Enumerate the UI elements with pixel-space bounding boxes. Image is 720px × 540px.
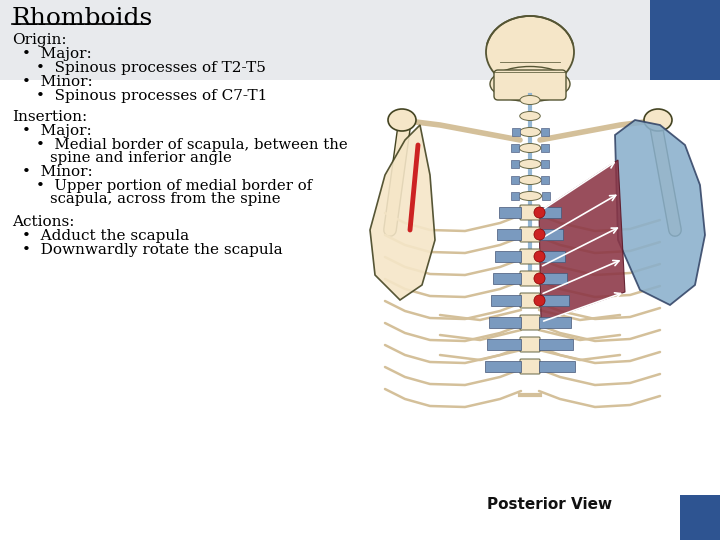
Ellipse shape — [486, 16, 574, 88]
Text: Insertion:: Insertion: — [12, 110, 87, 124]
Text: Origin:: Origin: — [12, 33, 67, 47]
Text: •  Minor:: • Minor: — [22, 165, 93, 179]
Bar — [0, 0, 650, 80]
Bar — [539, 317, 571, 328]
Ellipse shape — [520, 96, 540, 105]
Bar — [680, 495, 720, 540]
Ellipse shape — [520, 111, 540, 120]
Ellipse shape — [644, 109, 672, 131]
FancyBboxPatch shape — [520, 337, 540, 352]
Text: Posterior View: Posterior View — [487, 497, 613, 512]
Bar — [510, 176, 518, 184]
FancyBboxPatch shape — [520, 293, 540, 308]
Bar — [650, 0, 720, 80]
Bar — [539, 207, 561, 218]
Text: •  Major:: • Major: — [22, 124, 91, 138]
Bar — [485, 361, 521, 372]
Bar — [539, 339, 573, 350]
Polygon shape — [615, 120, 705, 305]
Bar — [539, 229, 563, 240]
FancyBboxPatch shape — [520, 315, 540, 330]
Text: •  Upper portion of medial border of: • Upper portion of medial border of — [36, 179, 312, 193]
FancyBboxPatch shape — [494, 70, 566, 100]
Bar — [539, 295, 569, 306]
Text: •  Downwardly rotate the scapula: • Downwardly rotate the scapula — [22, 243, 283, 257]
Bar — [511, 128, 520, 136]
Ellipse shape — [519, 144, 541, 152]
Bar — [541, 192, 549, 200]
Bar — [499, 207, 521, 218]
Bar — [495, 251, 521, 262]
Bar — [497, 229, 521, 240]
Text: Actions:: Actions: — [12, 215, 74, 229]
Ellipse shape — [490, 66, 570, 102]
Bar — [541, 160, 549, 168]
Text: •  Major:: • Major: — [22, 47, 91, 61]
FancyBboxPatch shape — [520, 249, 540, 264]
Text: spine and inferior angle: spine and inferior angle — [50, 151, 232, 165]
Bar — [510, 192, 518, 200]
Text: Rhomboids: Rhomboids — [12, 7, 153, 30]
Bar — [541, 176, 549, 184]
Bar — [511, 144, 519, 152]
Text: scapula, across from the spine: scapula, across from the spine — [50, 192, 281, 206]
Bar — [489, 317, 521, 328]
Text: •  Adduct the scapula: • Adduct the scapula — [22, 229, 189, 243]
Bar — [491, 295, 521, 306]
Ellipse shape — [518, 192, 541, 200]
Bar — [539, 361, 575, 372]
FancyBboxPatch shape — [520, 227, 540, 242]
Bar — [539, 273, 567, 284]
Polygon shape — [539, 160, 625, 322]
Ellipse shape — [520, 127, 541, 137]
Text: •  Spinous processes of C7-T1: • Spinous processes of C7-T1 — [36, 89, 267, 103]
Text: •  Spinous processes of T2-T5: • Spinous processes of T2-T5 — [36, 61, 266, 75]
FancyBboxPatch shape — [520, 359, 540, 374]
Text: •  Medial border of scapula, between the: • Medial border of scapula, between the — [36, 138, 348, 152]
Polygon shape — [370, 125, 435, 300]
Ellipse shape — [388, 109, 416, 131]
Ellipse shape — [519, 159, 541, 168]
Bar — [493, 273, 521, 284]
FancyBboxPatch shape — [520, 271, 540, 286]
Bar — [511, 160, 519, 168]
FancyBboxPatch shape — [520, 205, 540, 220]
Bar — [541, 144, 549, 152]
Bar — [539, 251, 565, 262]
Bar — [541, 128, 549, 136]
Text: •  Minor:: • Minor: — [22, 75, 93, 89]
Bar — [487, 339, 521, 350]
Ellipse shape — [518, 176, 541, 185]
